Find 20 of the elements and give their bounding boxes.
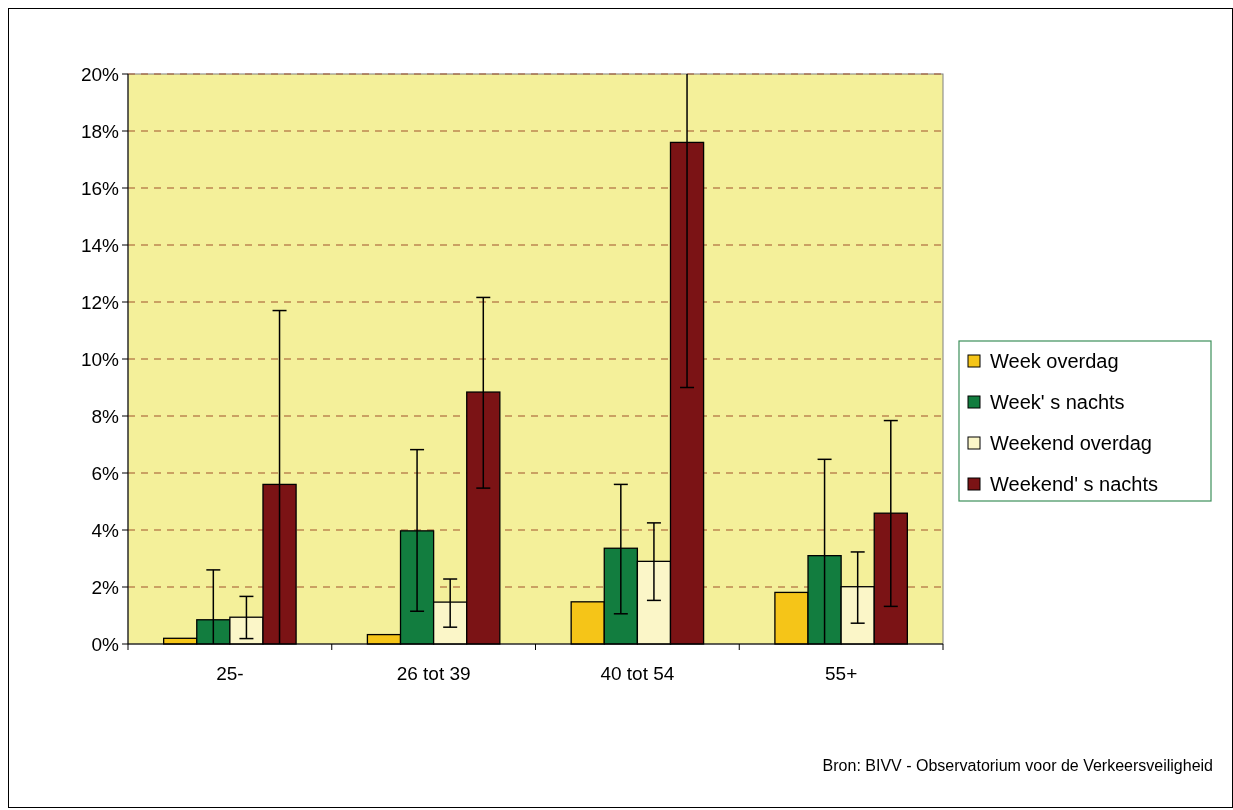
y-tick-label: 2% [91, 576, 120, 598]
y-tick-label: 10% [80, 348, 120, 370]
y-tick-label: 16% [80, 177, 120, 199]
legend-label: Weekend' s nachts [990, 473, 1158, 495]
legend-label: Week overdag [990, 350, 1119, 372]
x-tick-label: 55+ [825, 663, 858, 684]
legend-label: Week' s nachts [990, 391, 1125, 413]
text: Bron: BIVV - Observatorium voor de Verkeersveiligheid [822, 757, 1213, 774]
y-tick-label: 12% [80, 291, 120, 313]
y-tick-label: 4% [91, 519, 120, 541]
y-tick-label: 6% [91, 462, 120, 484]
x-tick-label: 40 tot 54 [600, 663, 675, 684]
y-tick-label: 20% [80, 63, 120, 85]
x-tick-label: 25- [216, 663, 244, 684]
y-tick-label: 8% [91, 405, 120, 427]
y-tick-label: 18% [80, 120, 120, 142]
y-tick-label: 0% [91, 633, 120, 655]
x-tick-label: 26 tot 39 [396, 663, 471, 684]
y-tick-label: 14% [80, 234, 120, 256]
legend-label: Weekend overdag [990, 432, 1152, 454]
